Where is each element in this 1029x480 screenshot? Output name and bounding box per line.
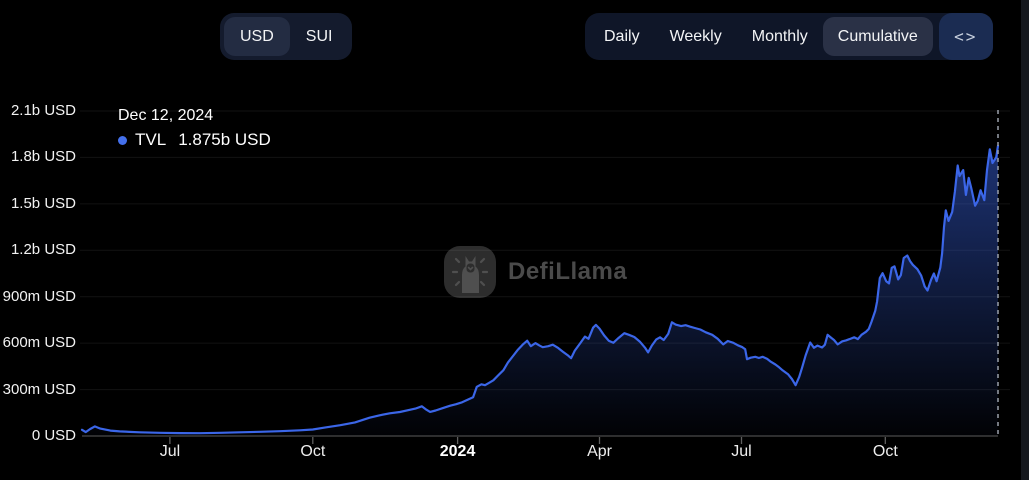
currency-option-sui[interactable]: SUI [305,27,333,45]
scrollbar[interactable] [1021,0,1029,480]
y-axis-label: 2.1b USD [10,102,76,119]
tooltip-value: 1.875b USD [178,130,271,149]
y-axis-label: 0 USD [31,427,76,444]
y-axis-label: 300m USD [2,380,76,398]
embed-button[interactable]: <> [938,13,993,60]
currency-toggle[interactable]: USD SUI [220,13,353,60]
tvl-area-chart[interactable] [80,99,1012,451]
tab-weekly[interactable]: Weekly [669,27,722,45]
interval-tabs[interactable]: Daily Weekly Monthly Cumulative <> [585,13,993,60]
series-dot-icon [118,135,127,145]
tab-monthly[interactable]: Monthly [751,27,808,45]
code-brackets-icon: <> [954,27,978,46]
y-axis-label: 1.2b USD [10,241,76,259]
chart-tooltip: Dec 12, 2024 TVL 1.875b USD [118,105,271,150]
tab-daily[interactable]: Daily [604,27,640,45]
tooltip-date: Dec 12, 2024 [118,107,214,124]
y-axis-label: 1.5b USD [10,194,76,212]
y-axis-label: 900m USD [2,287,76,305]
currency-option-usd[interactable]: USD [224,17,290,56]
tooltip-series-name: TVL [135,130,167,149]
y-axis-label: 600m USD [2,334,76,352]
y-axis-label: 1.8b USD [10,148,76,166]
tab-cumulative[interactable]: Cumulative [822,17,933,56]
